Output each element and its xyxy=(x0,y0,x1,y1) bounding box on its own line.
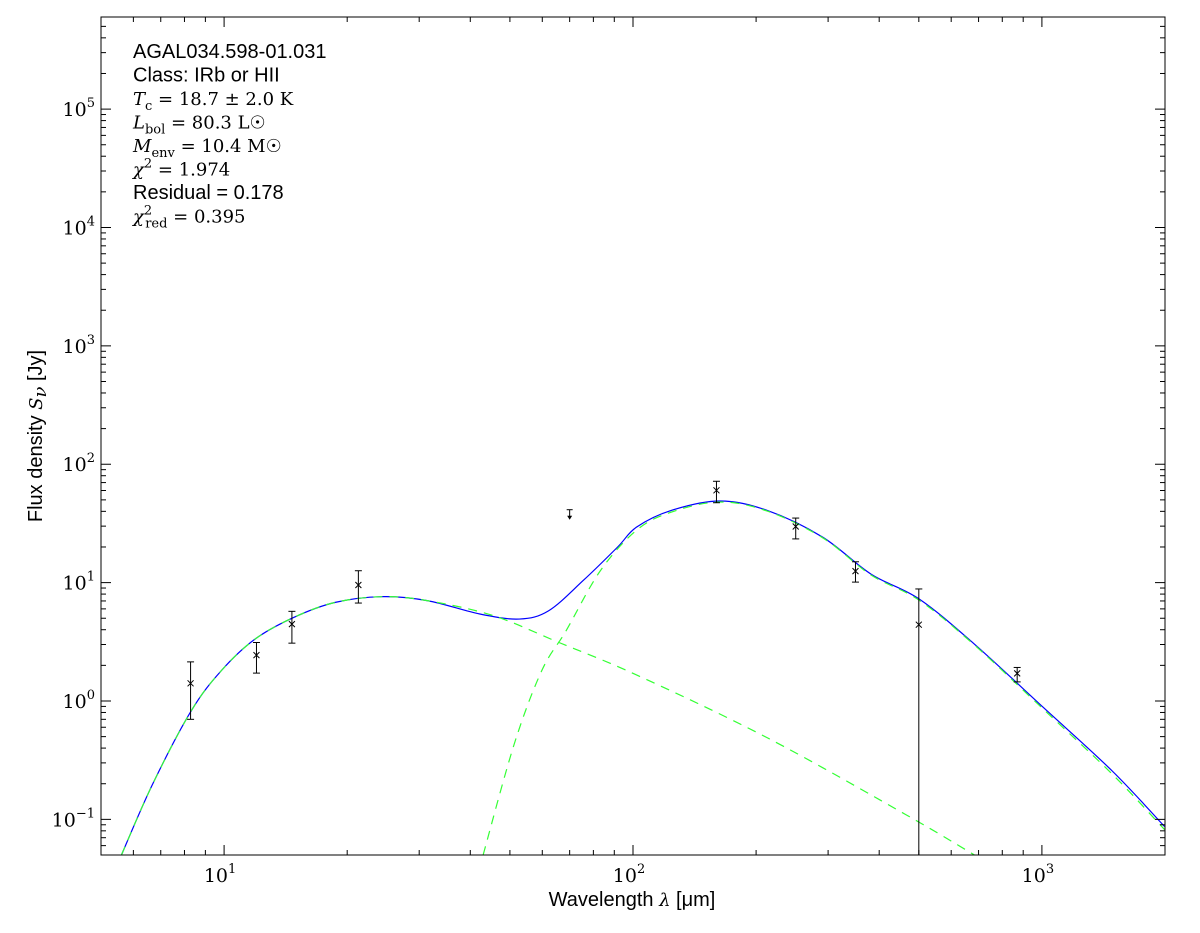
y-tick-label: 104 xyxy=(63,214,95,239)
annotation-math: χ2 = 1.974 xyxy=(131,157,230,181)
annotation-text: Residual = 0.178 xyxy=(133,182,284,204)
data-point xyxy=(792,517,800,540)
x-tick-label: 102 xyxy=(613,862,645,887)
data-point xyxy=(712,480,720,504)
x-marker xyxy=(852,567,859,575)
measurement-points xyxy=(187,480,1021,855)
axis-ticks: 101 102 103 10−1 100 101 102 103 104 105 xyxy=(52,16,1166,887)
x-marker xyxy=(915,621,923,629)
annotation-text: AGAL034.598-01.031 xyxy=(133,41,327,63)
annotation-text: Class: IRb or HII xyxy=(133,65,280,87)
annotation-math: Menv = 10.4 M☉ xyxy=(132,136,282,161)
x-marker xyxy=(187,679,194,687)
model-curves xyxy=(120,500,1165,855)
x-marker xyxy=(1013,670,1021,677)
data-point xyxy=(851,561,859,583)
y-tick-label: 103 xyxy=(63,333,95,358)
x-marker xyxy=(792,523,800,530)
upper-limit-point xyxy=(566,509,573,520)
y-tick-label: 102 xyxy=(63,451,95,476)
data-point xyxy=(288,610,296,644)
annotation-math: Tc = 18.7 ± 2.0 K xyxy=(133,89,294,114)
x-marker xyxy=(288,620,296,628)
y-axis-label: Flux density Sν [Jy] xyxy=(25,350,51,522)
x-marker xyxy=(713,486,720,494)
x-marker xyxy=(253,651,260,659)
data-point xyxy=(915,588,923,855)
y-tick-label: 100 xyxy=(63,688,95,713)
x-axis-label: Wavelength λ [μm] xyxy=(549,889,716,911)
x-tick-label: 103 xyxy=(1022,862,1054,887)
x-tick-label: 101 xyxy=(204,862,236,887)
data-point xyxy=(354,570,362,604)
x-marker xyxy=(355,581,362,589)
y-tick-label: 101 xyxy=(63,570,95,595)
data-point xyxy=(187,661,195,720)
total-model-curve xyxy=(120,500,1165,855)
cold-component-curve xyxy=(482,501,1165,855)
annotation-math: χ2 red = 0.395 xyxy=(131,204,246,232)
warm-component-curve xyxy=(120,596,975,855)
data-point xyxy=(252,641,260,674)
data-point xyxy=(1013,666,1021,683)
y-tick-label: 105 xyxy=(63,96,95,121)
plot-frame xyxy=(100,16,1166,856)
y-tick-label: 10−1 xyxy=(52,806,95,831)
down-arrow-icon xyxy=(567,515,573,520)
annotation-math: Lbol = 80.3 L☉ xyxy=(132,113,266,138)
